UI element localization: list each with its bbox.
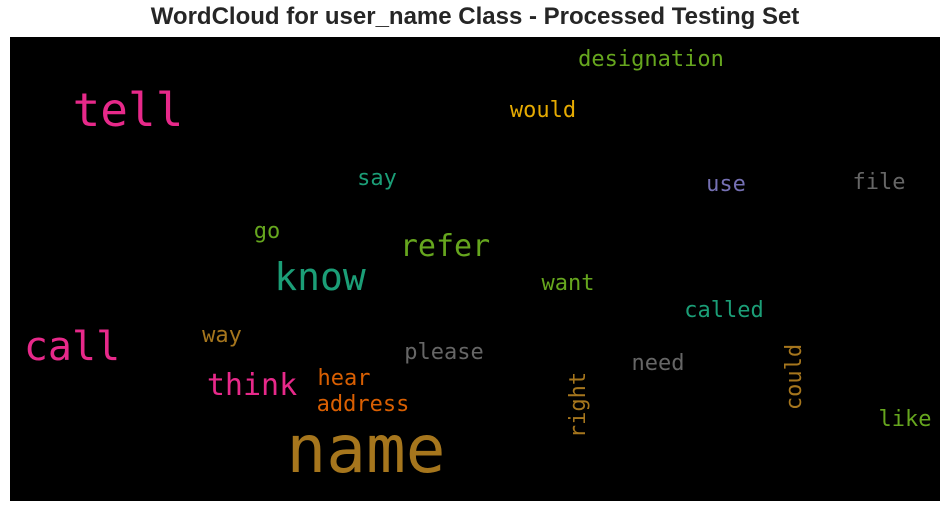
word-use: use [706,172,746,197]
word-file: file [852,170,906,195]
word-call: call [23,324,121,370]
word-need: need [631,351,685,376]
chart-title: WordCloud for user_name Class - Processe… [150,3,800,30]
word-know: know [274,255,366,299]
word-want: want [541,271,595,296]
wordcloud-canvas: name tell call know refer think designation wou… [10,37,940,501]
word-way: way [202,323,242,348]
word-please: please [404,340,484,365]
word-refer: refer [399,229,491,264]
word-address: address [316,392,410,417]
word-name: name [286,411,446,488]
word-right: right [566,371,591,439]
word-go: go [253,219,281,244]
word-say: say [357,166,397,191]
word-designation: designation [578,47,724,72]
word-hear: hear [317,366,371,391]
word-like: like [878,407,932,432]
word-could: could [782,343,807,411]
word-called: called [684,298,764,323]
word-think: think [206,368,298,403]
word-would: would [509,98,577,123]
word-tell: tell [72,83,184,137]
